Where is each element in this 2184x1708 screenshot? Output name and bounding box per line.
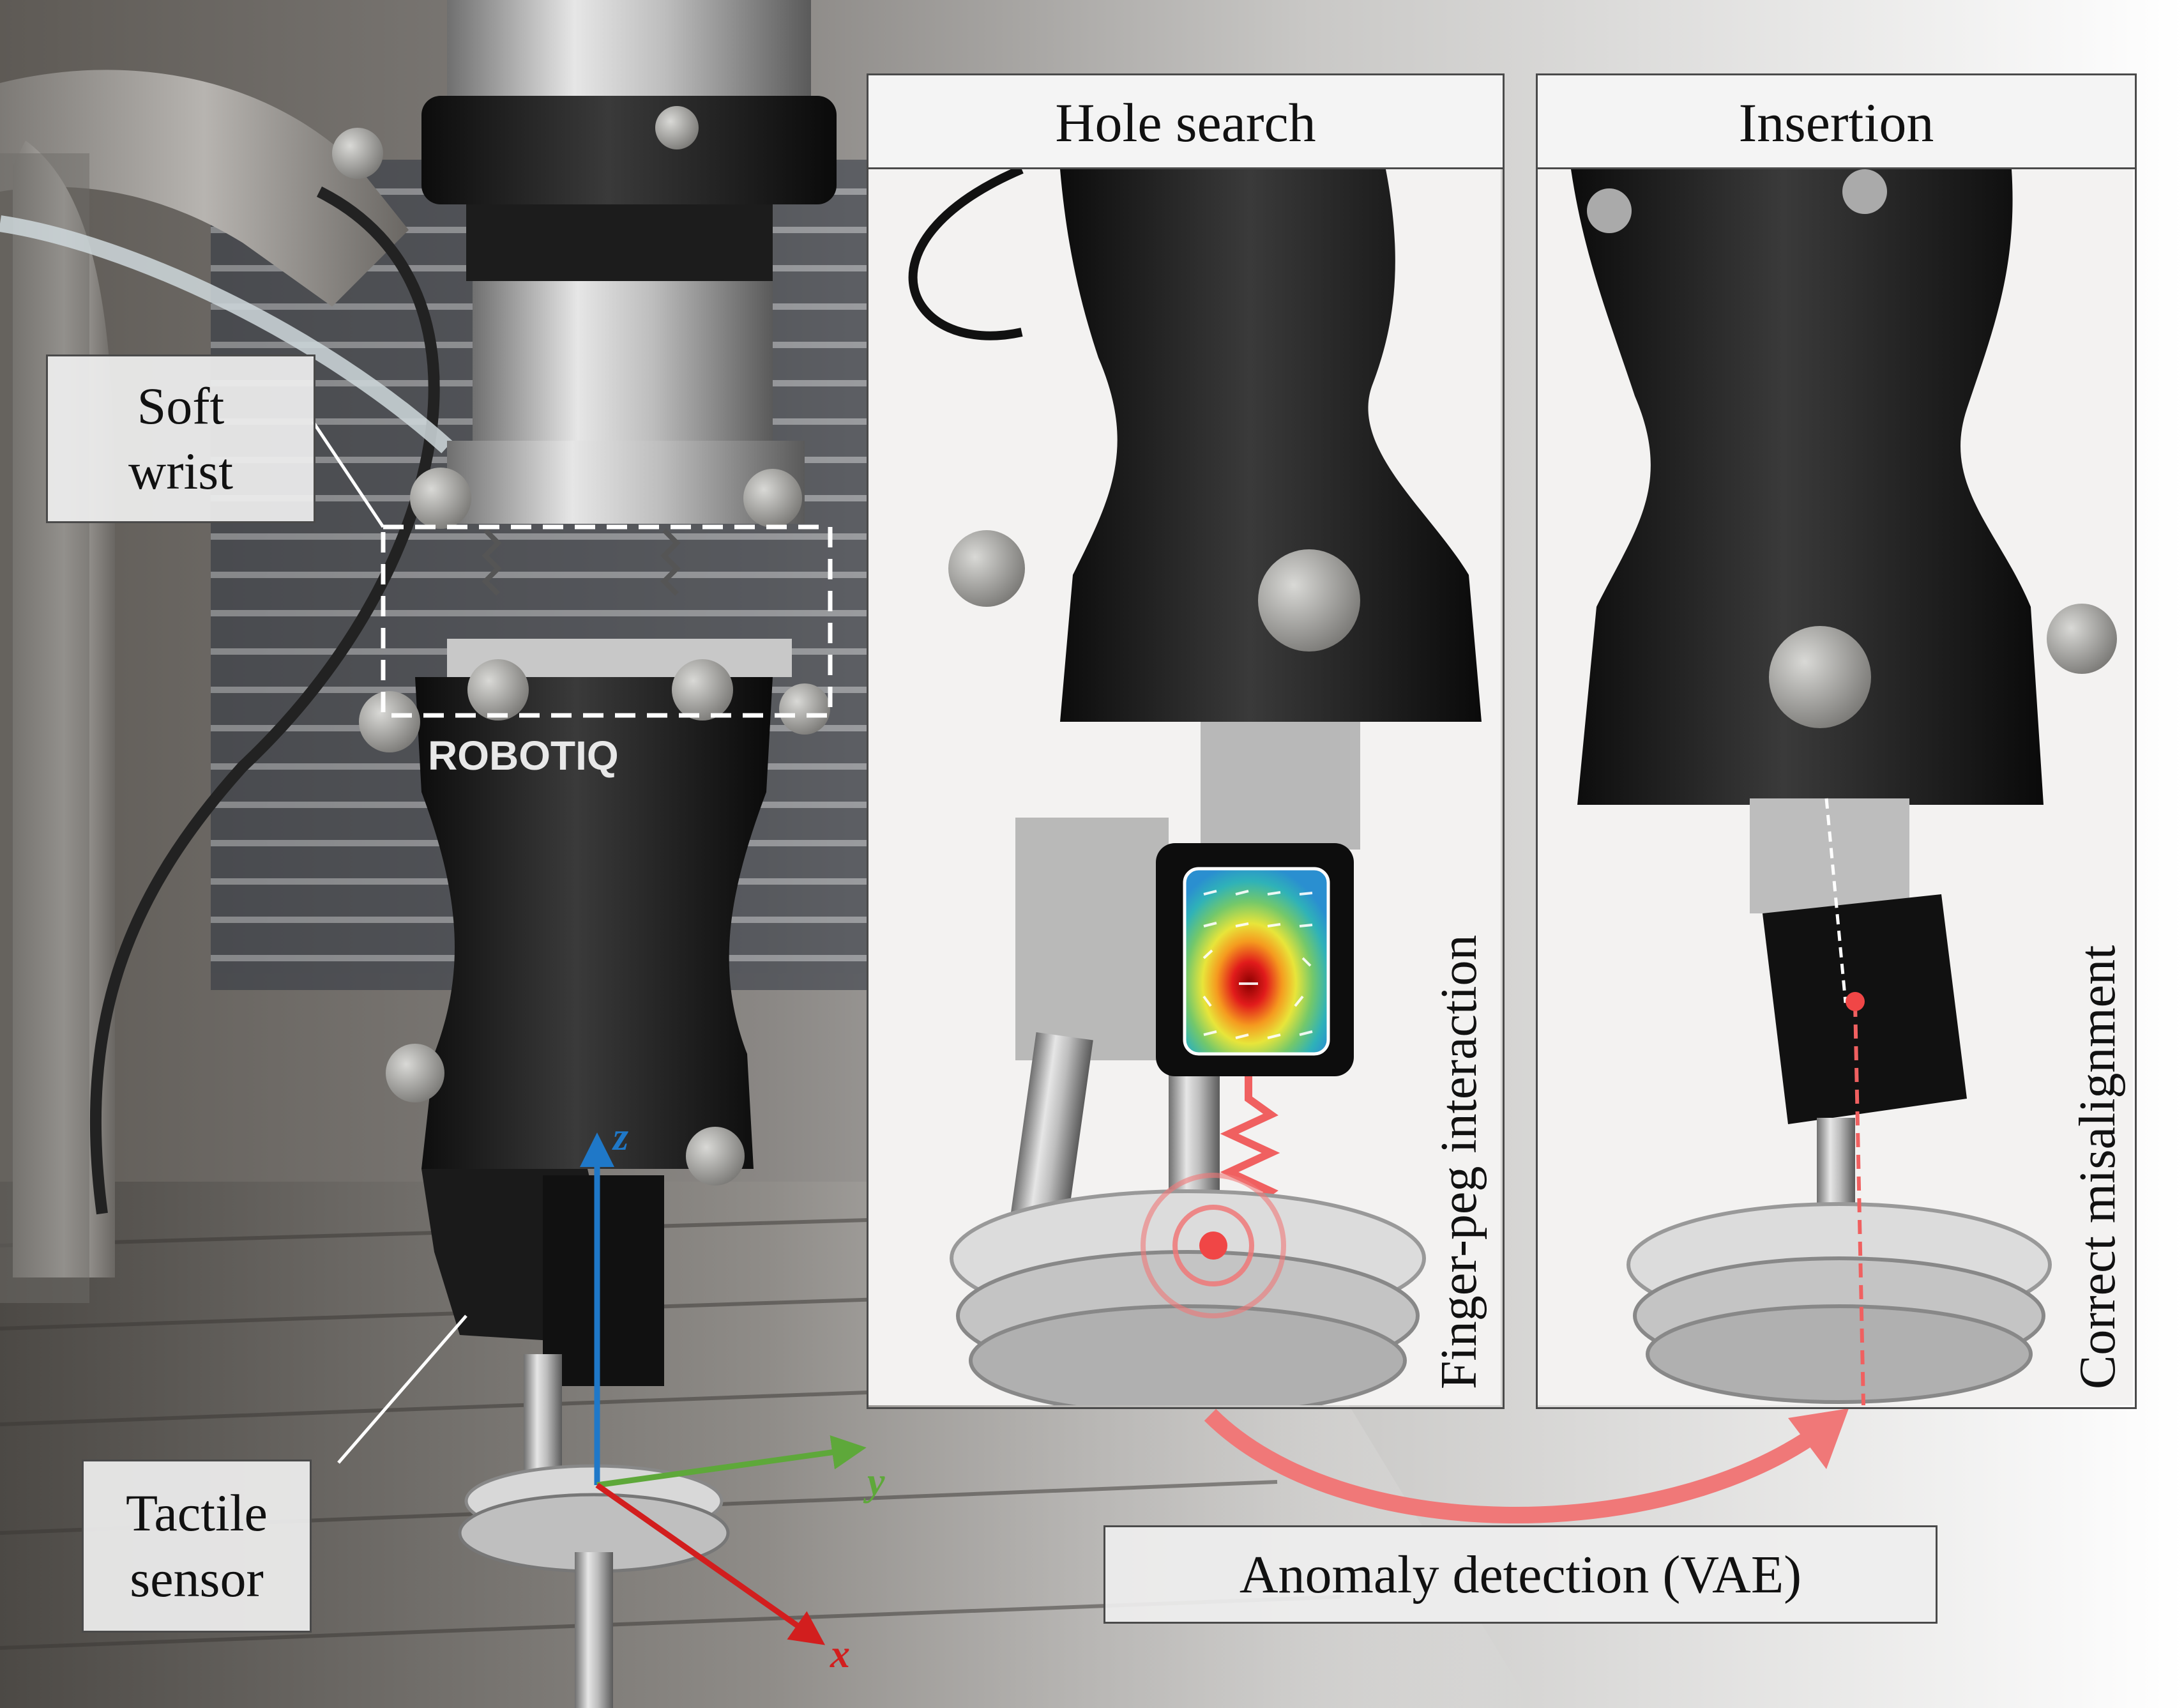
- hole-search-title: Hole search: [867, 73, 1505, 169]
- coordinate-frame: [580, 1132, 867, 1645]
- insertion-panel: [1536, 167, 2137, 1409]
- z-axis-label: z: [613, 1115, 629, 1159]
- tactile-sensor-label: Tactile sensor: [82, 1460, 312, 1633]
- insertion-title: Insertion: [1536, 73, 2137, 169]
- insertion-title-text: Insertion: [1738, 91, 1934, 153]
- soft-wrist-highlight-box: [381, 524, 833, 718]
- tactile-heatmap: [1183, 867, 1330, 1056]
- hole-search-title-text: Hole search: [1055, 91, 1316, 153]
- alignment-point: [1846, 992, 1865, 1011]
- anomaly-arrow: [1204, 1408, 1825, 1523]
- anomaly-detection-text: Anomaly detection (VAE): [1239, 1544, 1802, 1605]
- anomaly-detection-label: Anomaly detection (VAE): [1103, 1525, 1938, 1624]
- soft-wrist-label: Soft wrist: [46, 355, 315, 523]
- robotiq-logo: ROBOTIQ: [428, 733, 619, 779]
- tactile-sensor-label-line1: Tactile: [126, 1484, 268, 1542]
- y-axis-label: y: [867, 1460, 885, 1504]
- soft-wrist-label-line2: wrist: [128, 442, 233, 500]
- tactile-sensor-label-line2: sensor: [130, 1549, 264, 1608]
- correct-misalignment-label: Correct misalignment: [2070, 945, 2126, 1389]
- finger-peg-interaction-label: Finger-peg interaction: [1431, 934, 1487, 1389]
- hole-search-panel: [867, 167, 1505, 1409]
- x-axis-label: x: [830, 1633, 850, 1676]
- soft-wrist-label-line1: Soft: [137, 376, 225, 435]
- contact-point: [1199, 1231, 1227, 1260]
